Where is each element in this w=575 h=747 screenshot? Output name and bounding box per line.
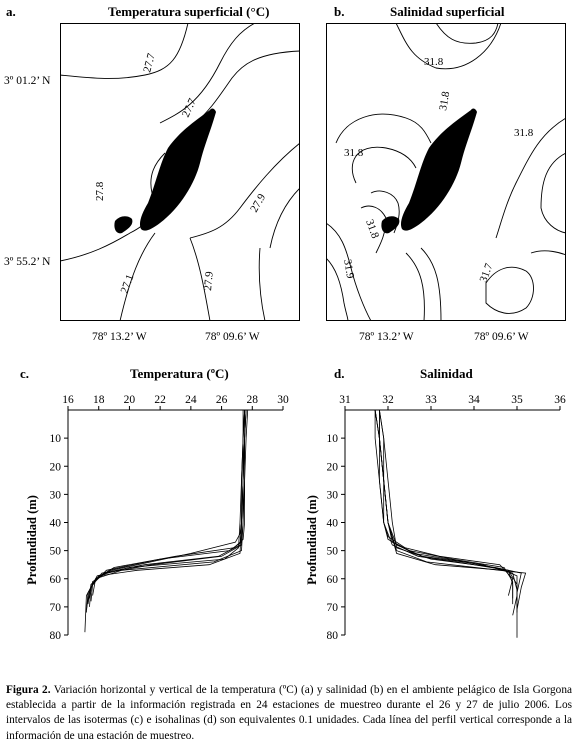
isohaline-line xyxy=(395,23,502,70)
x-tick-label: 16 xyxy=(62,394,74,406)
x-tick-label: 35 xyxy=(511,394,523,406)
y-tick-label: 20 xyxy=(50,461,62,473)
islet-gorgonilla xyxy=(114,216,133,234)
panel-b-letter: b. xyxy=(334,4,345,19)
caption-label: Figura 2. xyxy=(6,684,51,696)
temperature-map: 27.7 27.7 27.8 27.9 27.9 27.1 xyxy=(60,23,300,321)
isotherm-label: 27.8 xyxy=(94,181,106,201)
x-tick-label: 34 xyxy=(468,394,480,406)
profile-line xyxy=(379,409,522,638)
y-axis-label-d: Profundidad (m) xyxy=(305,495,319,585)
panel-a-title: Temperatura superficial (°C) xyxy=(108,4,270,19)
y-tick-label: 70 xyxy=(50,602,62,614)
lon-label-b-2: 78º 09.6’ W xyxy=(474,331,529,343)
y-axis-label-c: Profundidad (m) xyxy=(25,495,39,585)
profile-line xyxy=(374,409,518,607)
panel-a-letter: a. xyxy=(6,4,16,19)
isohaline-line xyxy=(435,23,499,44)
profile-line xyxy=(378,410,527,610)
salinity-map: 31.8 31.8 31.8 31.8 31.8 31.9 31.7 xyxy=(326,23,566,321)
y-tick-label: 60 xyxy=(327,574,339,586)
panel-d-title: Salinidad xyxy=(420,366,473,381)
profile-line xyxy=(87,409,247,605)
profile-line xyxy=(86,410,244,613)
y-tick-label: 50 xyxy=(50,546,62,558)
y-tick-label: 30 xyxy=(50,489,62,501)
y-tick-label: 70 xyxy=(327,602,339,614)
y-tick-label: 10 xyxy=(327,433,339,445)
y-tick-label: 20 xyxy=(327,461,339,473)
profile-line xyxy=(89,409,245,607)
isotherm-line xyxy=(189,237,211,321)
lat-label-south: 3º 55.2’ N xyxy=(4,256,51,268)
isotherm-line xyxy=(258,247,266,321)
isohaline-label: 31.8 xyxy=(514,127,534,139)
x-tick-label: 24 xyxy=(185,394,197,406)
lon-label-a-2: 78º 09.6’ W xyxy=(205,331,260,343)
isotherm-line xyxy=(60,23,189,79)
y-tick-label: 50 xyxy=(327,546,339,558)
isotherm-line xyxy=(189,142,300,239)
isohaline-line xyxy=(335,113,432,144)
y-tick-label: 80 xyxy=(327,630,339,642)
profile-line xyxy=(374,409,514,605)
x-tick-label: 20 xyxy=(124,394,136,406)
lon-label-a-1: 78º 13.2’ W xyxy=(92,331,147,343)
panel-d-letter: d. xyxy=(334,366,345,381)
salinity-profile-chart: 31 32 33 34 35 36 10 20 30 40 50 60 70 80 xyxy=(327,394,567,642)
x-tick-label: 30 xyxy=(277,394,289,406)
panel-c-letter: c. xyxy=(20,366,30,381)
y-tick-label: 60 xyxy=(50,574,62,586)
isotherm-label: 27.7 xyxy=(141,52,158,74)
profile-line xyxy=(89,410,246,599)
isotherm-line xyxy=(159,23,256,124)
x-tick-label: 31 xyxy=(339,394,351,406)
isohaline-line xyxy=(405,252,425,321)
profile-line xyxy=(86,409,245,610)
isohaline-line xyxy=(540,152,566,234)
figure-caption: Figura 2. Variación horizontal y vertica… xyxy=(6,683,572,744)
x-tick-label: 33 xyxy=(425,394,437,406)
isohaline-line xyxy=(530,250,566,256)
x-tick-label: 18 xyxy=(93,394,105,406)
island-gorgona xyxy=(139,108,216,231)
isohaline-line xyxy=(485,266,534,314)
isohaline-label: 31.9 xyxy=(341,258,356,280)
profile-line xyxy=(378,410,518,613)
isohaline-label: 31.8 xyxy=(344,147,364,159)
isohaline-label: 31.8 xyxy=(424,56,444,68)
panel-c-title: Temperatura (ºC) xyxy=(130,366,229,381)
isohaline-line xyxy=(351,146,417,184)
isohaline-line xyxy=(326,222,372,321)
isotherm-line xyxy=(269,187,300,249)
y-tick-label: 80 xyxy=(50,630,62,642)
isohaline-line xyxy=(326,257,349,321)
x-tick-label: 36 xyxy=(554,394,566,406)
y-tick-label: 10 xyxy=(50,433,62,445)
caption-text: Variación horizontal y vertical de la te… xyxy=(6,684,572,742)
y-tick-label: 40 xyxy=(327,518,339,530)
isohaline-line xyxy=(420,247,442,321)
lon-label-b-1: 78º 13.2’ W xyxy=(359,331,414,343)
isohaline-label: 31.8 xyxy=(437,90,452,112)
panel-b-title: Salinidad superficial xyxy=(390,4,505,19)
y-tick-label: 40 xyxy=(50,518,62,530)
isotherm-line xyxy=(194,50,300,124)
profile-line xyxy=(379,409,518,616)
x-tick-label: 26 xyxy=(216,394,228,406)
isohaline-line xyxy=(495,117,566,239)
island-gorgona xyxy=(400,108,477,231)
lat-label-north: 3º 01.2’ N xyxy=(4,75,51,87)
y-tick-label: 30 xyxy=(327,489,339,501)
x-tick-label: 32 xyxy=(382,394,394,406)
temperature-profile-chart: 16 18 20 22 24 26 28 30 10 20 30 40 50 60 70 80 xyxy=(50,394,290,642)
profile-line xyxy=(374,410,514,599)
x-tick-label: 22 xyxy=(154,394,166,406)
profile-line xyxy=(84,409,247,633)
islet-gorgonilla xyxy=(381,216,400,234)
isotherm-label: 27.9 xyxy=(202,271,216,292)
x-tick-label: 28 xyxy=(247,394,259,406)
isotherm-line xyxy=(119,232,156,321)
